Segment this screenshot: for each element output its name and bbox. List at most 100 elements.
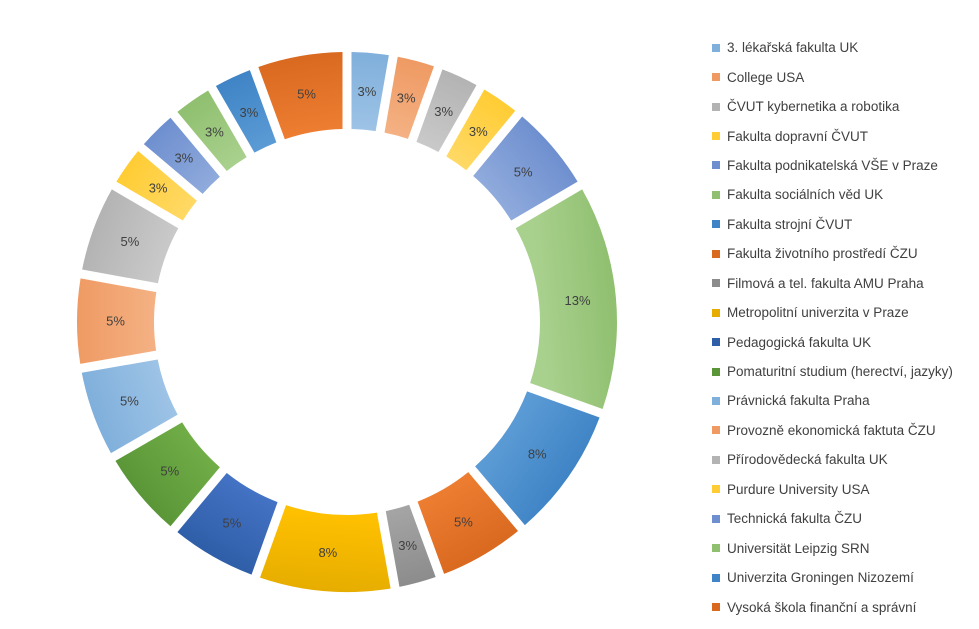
legend-label: Provozně ekonomická faktuta ČZU [727,422,936,438]
donut-slice-14 [77,278,157,364]
legend-item: Metropolitní univerzita v Praze [712,298,977,327]
data-label-12: 5% [160,464,179,479]
data-label-6: 13% [564,293,590,308]
legend-item: Purdure University USA [712,475,977,504]
legend-item: Přírodovědecká fakulta UK [712,445,977,474]
legend-item: Pedagogická fakulta UK [712,327,977,356]
legend-label: Přírodovědecká fakulta UK [727,452,888,468]
legend-label: Fakulta podnikatelská VŠE v Praze [727,157,938,173]
legend-swatch [712,544,720,553]
donut-slice-7 [475,391,600,526]
legend-label: Purdure University USA [727,481,870,497]
data-label-17: 3% [174,150,193,165]
legend-label: 3. lékařská fakulta UK [727,40,859,56]
data-label-7: 8% [528,446,547,461]
donut-slice-19 [215,70,277,153]
data-label-1: 3% [358,84,377,99]
data-label-5: 5% [514,164,533,179]
legend-label: Fakulta životního prostředí ČZU [727,246,918,262]
legend-item: Fakulta životního prostředí ČZU [712,239,977,268]
legend-swatch [712,43,720,52]
donut-slice-15 [82,189,179,284]
legend-swatch [712,338,720,347]
data-label-9: 3% [398,538,417,553]
donut-chart: 3% 3% 3% 3% 5% 13% 8% 5% 3% 8% 5% 5% 5% 5% 5% 3% 3% 3% 3% 5… [77,52,618,593]
donut-slice-13 [81,359,178,454]
legend-swatch [712,573,720,582]
donut-slice-3 [416,69,477,153]
legend-swatch [712,102,720,111]
legend-label: Filmová a tel. fakulta AMU Praha [727,275,924,291]
data-label-8: 5% [454,515,473,530]
chart-legend: 3. lékařská fakulta UK College USA ČVUT ky… [712,33,977,622]
legend-label: College USA [727,69,805,85]
donut-slice-16 [116,150,197,221]
legend-item: Fakulta sociálních věd UK [712,180,977,209]
data-label-14: 5% [106,314,125,329]
legend-swatch [712,514,720,523]
legend-label: Metropolitní univerzita v Praze [727,305,909,321]
data-label-3: 3% [434,104,453,119]
legend-swatch [712,161,720,170]
legend-item: Technická fakulta ČZU [712,504,977,533]
donut-slice-11 [177,472,278,575]
donut-slice-6 [515,189,618,409]
donut-slice-8 [417,472,519,574]
legend-swatch [712,367,720,376]
data-label-10: 8% [318,545,337,560]
donut-slice-1 [351,52,389,132]
legend-label: Vysoká škola finanční a správní [727,599,917,615]
legend-swatch [712,249,720,258]
legend-label: Fakulta dopravní ČVUT [727,128,869,144]
legend-item: Universität Leipzig SRN [712,533,977,562]
donut-slice-20 [258,52,343,140]
data-label-16: 3% [149,181,168,196]
donut-slice-2 [384,56,434,139]
legend-swatch [712,455,720,464]
legend-label: Fakulta strojní ČVUT [727,216,853,232]
legend-swatch [712,308,720,317]
data-label-13: 5% [120,393,139,408]
legend-label: ČVUT kybernetika a robotika [727,99,900,115]
legend-item: Provozně ekonomická faktuta ČZU [712,416,977,445]
donut-slice-12 [115,422,220,527]
data-label-4: 3% [469,124,488,139]
data-label-19: 3% [240,105,259,120]
legend-item: College USA [712,62,977,91]
data-label-20: 5% [297,87,316,102]
data-label-15: 5% [121,234,140,249]
donut-slice-5 [473,116,578,221]
legend-label: Univerzita Groningen Nizozemí [727,570,914,586]
legend-item: Fakulta dopravní ČVUT [712,121,977,150]
legend-item: Univerzita Groningen Nizozemí [712,563,977,592]
legend-label: Technická fakulta ČZU [727,511,863,527]
data-label-18: 3% [205,125,224,140]
legend-item: Filmová a tel. fakulta AMU Praha [712,269,977,298]
donut-slice-4 [446,89,516,171]
legend-item: Vysoká škola finanční a správní [712,592,977,621]
legend-swatch [712,603,720,612]
donut-chart-area: 3% 3% 3% 3% 5% 13% 8% 5% 3% 8% 5% 5% 5% 5% 5% 3% 3% 3% 3% 5… [77,52,618,593]
legend-label: Pomaturitní studium (herectví, jazyky) [727,364,953,380]
legend-item: Právnická fakulta Praha [712,386,977,415]
legend-label: Právnická fakulta Praha [727,393,870,409]
legend-item: ČVUT kybernetika a robotika [712,92,977,121]
donut-slice-10 [260,505,391,593]
legend-swatch [712,279,720,288]
data-label-2: 3% [397,91,416,106]
legend-item: Pomaturitní studium (herectví, jazyky) [712,357,977,386]
legend-label: Pedagogická fakulta UK [727,334,872,350]
legend-swatch [712,73,720,82]
legend-item: Fakulta strojní ČVUT [712,210,977,239]
legend-label: Fakulta sociálních věd UK [727,187,884,203]
legend-item: 3. lékařská fakulta UK [712,33,977,62]
data-label-11: 5% [223,515,242,530]
legend-swatch [712,426,720,435]
donut-slice-9 [385,504,436,587]
donut-slice-17 [143,117,220,194]
legend-swatch [712,132,720,141]
legend-item: Fakulta podnikatelská VŠE v Praze [712,151,977,180]
legend-swatch [712,485,720,494]
legend-swatch [712,190,720,199]
legend-swatch [712,220,720,229]
